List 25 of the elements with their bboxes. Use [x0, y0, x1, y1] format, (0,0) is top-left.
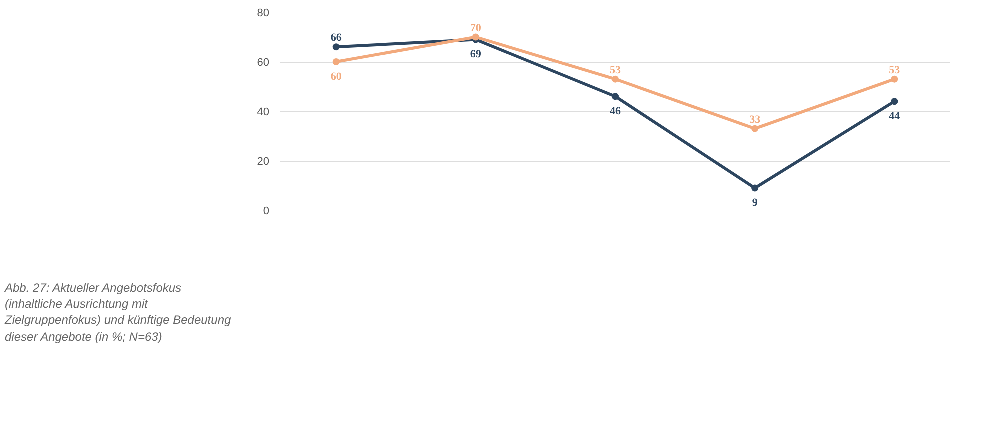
data-label: 53 — [610, 64, 622, 76]
y-tick-label: 40 — [257, 106, 270, 118]
point — [332, 58, 340, 66]
point — [612, 93, 619, 100]
y-tick-label: 80 — [257, 8, 270, 20]
point — [891, 76, 898, 83]
data-label: 70 — [470, 22, 482, 34]
data-label: 53 — [889, 64, 901, 76]
caption: Abb. 27: Aktueller Angebotsfokus (inhaltliche Ausrichtung mit Zielgruppenfokus) und künftige Bedeutung dieser Angebote (in %; N=63) — [5, 280, 232, 345]
data-label: 46 — [610, 106, 622, 118]
y-tick-label: 0 — [263, 206, 270, 218]
data-label: 69 — [470, 48, 482, 61]
point — [752, 184, 759, 192]
point — [472, 34, 480, 41]
data-label: 9 — [752, 197, 758, 210]
data-label: 44 — [889, 110, 901, 123]
point — [752, 125, 759, 132]
data-label: 33 — [750, 114, 762, 126]
y-tick-label: 20 — [257, 156, 270, 168]
data-label: 60 — [330, 71, 342, 83]
point — [332, 44, 340, 51]
data-label: 66 — [330, 32, 342, 44]
point — [612, 76, 619, 83]
y-tick-label: 60 — [257, 57, 270, 69]
point — [891, 98, 898, 106]
